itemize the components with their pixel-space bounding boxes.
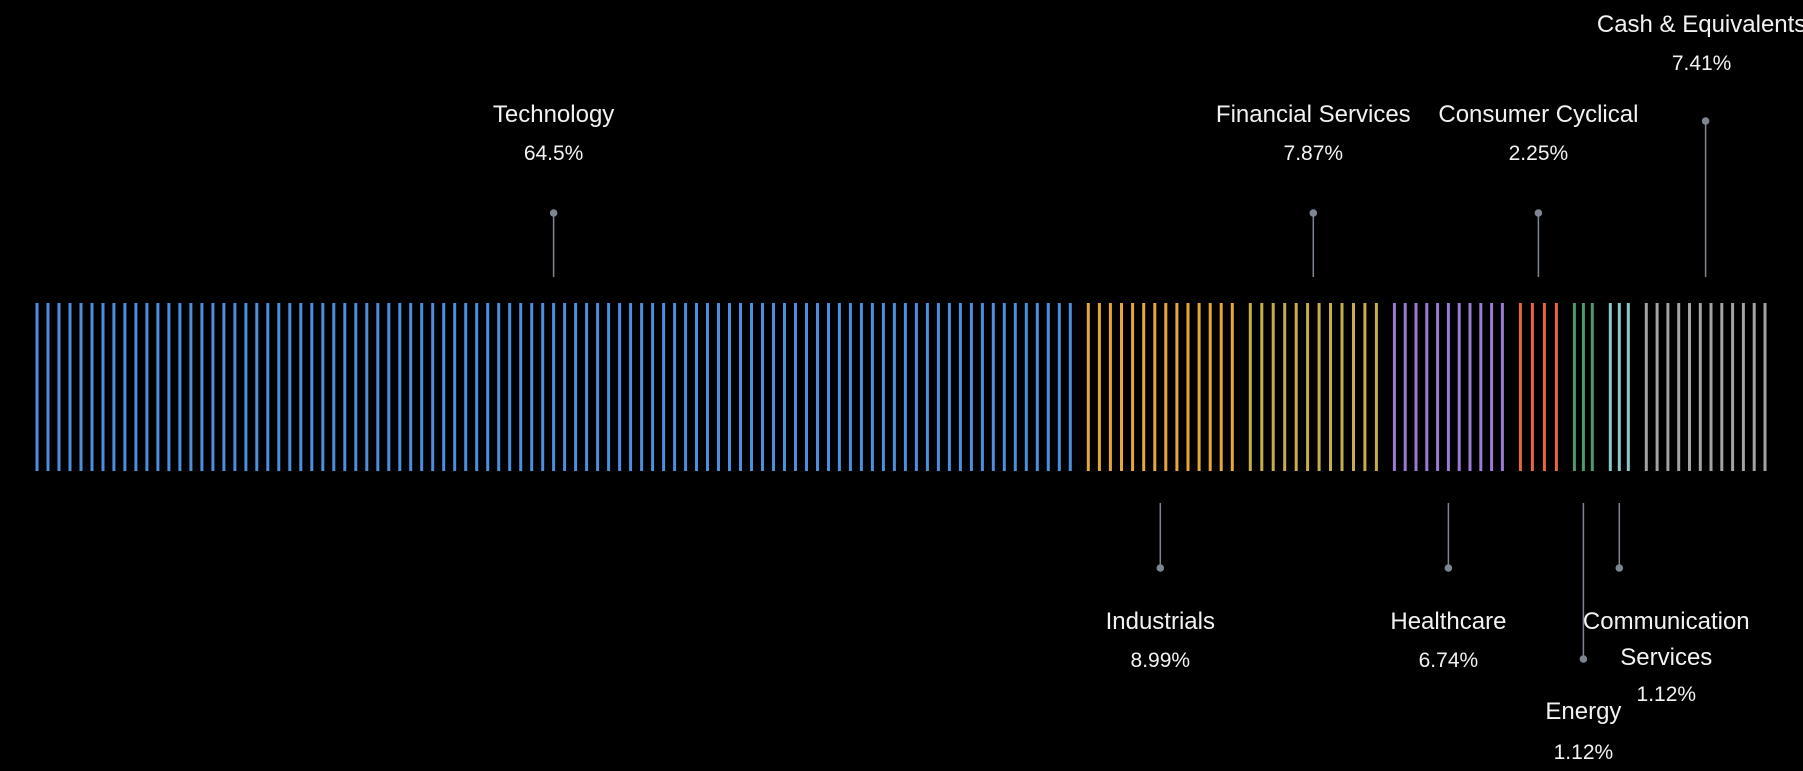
leader-dot	[1534, 209, 1543, 217]
sector-industrials: Industrials 8.99%	[1086, 303, 1234, 672]
sector-label: Cash & Equivalents	[1597, 11, 1803, 38]
sector-label: Communication	[1583, 608, 1750, 635]
sector-label: Consumer Cyclical	[1438, 101, 1638, 128]
sector-percent: 1.12%	[1554, 741, 1614, 764]
sector-label: Healthcare	[1390, 608, 1506, 635]
leader-dot	[1156, 564, 1165, 572]
sector-percent: 8.99%	[1131, 649, 1191, 672]
leader-dot	[1444, 564, 1453, 572]
sector-label: Industrials	[1106, 608, 1215, 635]
sector-percent: 7.87%	[1284, 142, 1344, 165]
sector-communication-services: Communication Services 1.12%	[1583, 303, 1750, 706]
sector-percent: 7.41%	[1672, 52, 1732, 75]
sector-percent: 64.5%	[524, 142, 584, 165]
sector-cash-and-equivalents: Cash & Equivalents 7.41%	[1597, 11, 1803, 471]
sector-label: Services	[1620, 644, 1712, 671]
sector-percent: 6.74%	[1419, 649, 1479, 672]
sector-label: Technology	[493, 101, 614, 128]
leader-dot	[1615, 564, 1624, 572]
sector-label: Financial Services	[1216, 101, 1411, 128]
leader-dot	[1579, 655, 1588, 663]
sector-energy: Energy 1.12%	[1545, 303, 1621, 764]
sector-percent: 2.25%	[1509, 142, 1569, 165]
leader-dot	[549, 209, 558, 217]
sector-label: Energy	[1545, 698, 1621, 725]
sector-consumer-cyclical: Consumer Cyclical 2.25%	[1438, 101, 1638, 471]
sector-percent: 1.12%	[1637, 683, 1697, 706]
leader-dot	[1309, 209, 1318, 217]
sector-healthcare: Healthcare 6.74%	[1390, 303, 1506, 672]
leader-dot	[1701, 117, 1710, 125]
sector-financial-services: Financial Services 7.87%	[1216, 101, 1411, 471]
sector-technology: Technology 64.5%	[35, 101, 1072, 471]
